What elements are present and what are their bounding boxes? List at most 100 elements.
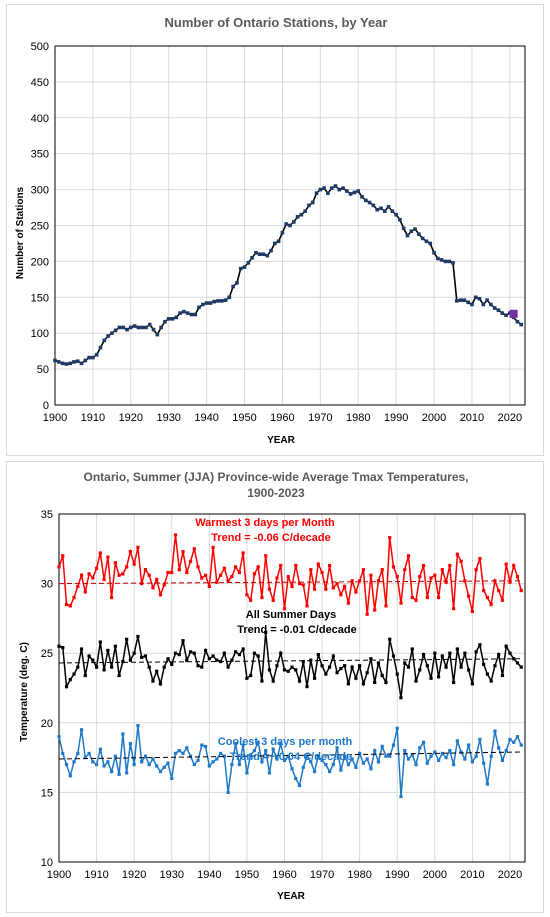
series-point — [327, 563, 332, 568]
series-point — [200, 576, 204, 580]
annotation-label: Coolest 3 days per month — [218, 736, 353, 748]
series-point — [256, 565, 260, 569]
station-point — [443, 259, 448, 264]
series-point — [128, 549, 133, 554]
series-point — [113, 561, 117, 565]
series-point — [79, 647, 84, 651]
series-point — [102, 764, 106, 768]
series-point — [128, 658, 133, 662]
series-point — [519, 665, 523, 669]
series-point — [181, 549, 185, 554]
station-point — [201, 302, 205, 307]
station-point — [238, 266, 243, 271]
series-point — [346, 682, 350, 686]
series-point — [249, 598, 253, 602]
series-point — [335, 582, 339, 586]
series-point — [406, 757, 411, 761]
series-point — [388, 536, 392, 540]
x-tick-label: 1960 — [270, 412, 294, 424]
series-point — [515, 735, 520, 739]
series-point — [249, 753, 253, 757]
x-tick-label: 1940 — [194, 412, 218, 424]
series-point — [391, 743, 396, 747]
series-point — [245, 676, 249, 680]
series-point — [279, 742, 283, 746]
series-point — [358, 751, 362, 756]
series-point — [286, 669, 290, 673]
plot-frame — [58, 513, 526, 863]
series-point — [470, 682, 474, 686]
station-point — [125, 327, 129, 332]
station-point — [102, 338, 107, 343]
station-point — [352, 190, 357, 195]
series-point — [312, 769, 317, 774]
series-point — [125, 771, 129, 775]
y-tick-label: 150 — [31, 292, 49, 304]
series-point — [143, 654, 148, 658]
x-tick-label: 1900 — [47, 869, 71, 881]
series-point — [173, 651, 178, 655]
series-point — [410, 647, 414, 651]
series-point — [207, 584, 211, 588]
chart-subtitle: 1900-2023 — [247, 486, 305, 500]
series-point — [177, 652, 181, 657]
series-point — [207, 764, 211, 768]
series-point — [267, 587, 272, 591]
series-point — [267, 668, 272, 672]
station-point — [212, 299, 216, 304]
x-tick-label: 1910 — [81, 412, 105, 424]
series-point — [474, 754, 478, 758]
series-point — [414, 598, 418, 602]
series-point — [72, 595, 76, 600]
y-tick-label: 30 — [41, 579, 53, 591]
series-point — [211, 654, 215, 658]
annotation-label: Warmest 3 days per Month — [195, 517, 335, 529]
station-point — [485, 298, 489, 302]
station-point — [284, 222, 289, 226]
series-point — [414, 679, 418, 683]
series-point — [463, 579, 467, 583]
series-point — [388, 754, 392, 758]
station-point — [132, 324, 137, 328]
series-point — [125, 637, 129, 641]
series-point — [91, 658, 95, 662]
station-point — [477, 296, 482, 301]
x-tick-label: 2010 — [460, 412, 484, 424]
series-point — [136, 634, 140, 639]
series-point — [467, 743, 471, 747]
station-point — [310, 200, 315, 205]
series-point — [478, 643, 482, 647]
annotation-trend: Trend = -0.06 C/decade — [211, 532, 331, 544]
series-point — [76, 665, 80, 669]
station-point — [68, 361, 72, 366]
series-point — [504, 749, 508, 753]
series-point — [166, 570, 170, 575]
station-point — [197, 305, 201, 310]
series-point — [125, 565, 129, 569]
x-tick-label: 1940 — [197, 869, 221, 881]
series-point — [482, 662, 486, 666]
station-point — [333, 184, 338, 188]
series-point — [444, 756, 448, 760]
series-point — [57, 735, 61, 739]
y-tick-label: 20 — [41, 718, 53, 730]
series-point — [252, 651, 257, 655]
series-point — [369, 767, 373, 771]
station-point — [257, 252, 262, 257]
station-point — [367, 200, 372, 205]
series-point — [436, 595, 441, 600]
series-point — [241, 647, 245, 651]
station-point — [174, 315, 179, 320]
series-point — [140, 655, 144, 659]
series-point — [158, 769, 163, 774]
series-point — [478, 737, 482, 742]
series-point — [290, 767, 294, 771]
series-point — [211, 545, 215, 550]
station-point — [382, 209, 387, 213]
plot-frame — [54, 45, 526, 406]
series-point — [252, 572, 257, 576]
station-point — [53, 358, 57, 363]
series-point — [241, 551, 245, 555]
station-point — [379, 206, 383, 211]
series-point — [324, 672, 328, 676]
